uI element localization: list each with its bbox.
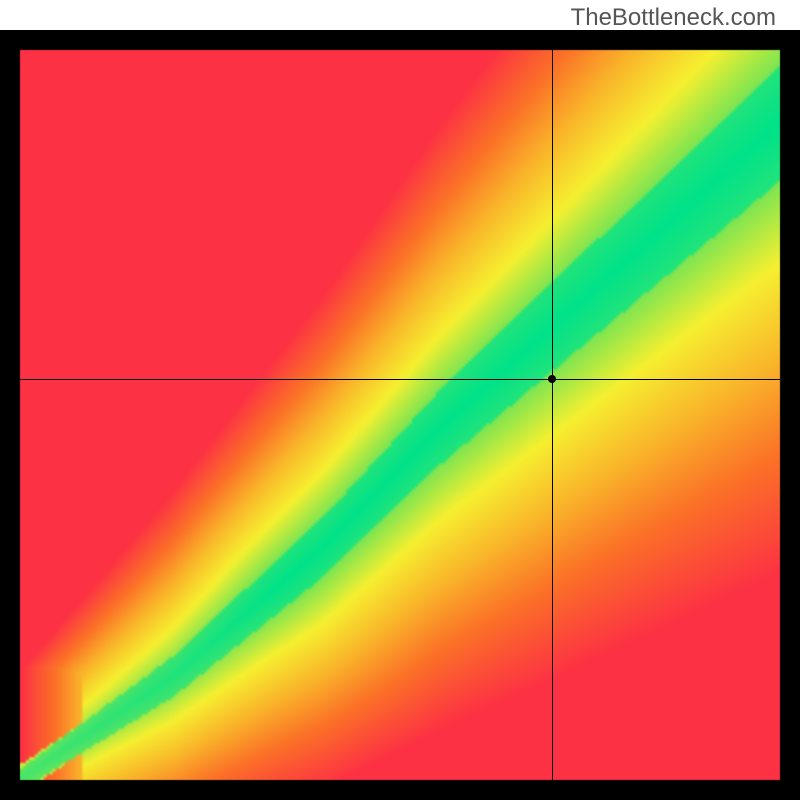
heatmap-canvas (0, 30, 800, 800)
heatmap-plot (0, 30, 800, 800)
figure: TheBottleneck.com (0, 0, 800, 800)
watermark-text: TheBottleneck.com (571, 4, 776, 32)
